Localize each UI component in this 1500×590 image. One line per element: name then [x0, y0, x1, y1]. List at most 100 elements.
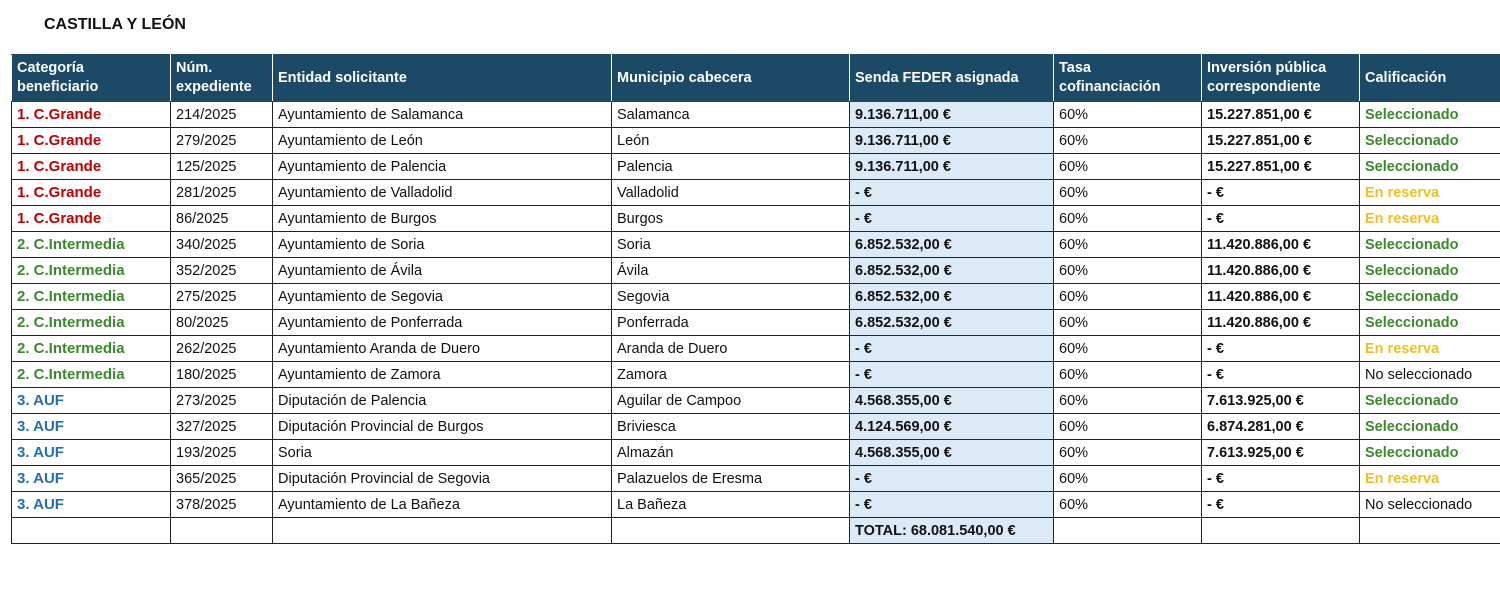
empty-cell [11, 517, 171, 544]
inversion-cell: - € [1201, 491, 1360, 518]
expediente-cell: 273/2025 [170, 387, 273, 414]
categoria-cell: 1. C.Grande [11, 205, 171, 232]
feder-cell: - € [849, 179, 1054, 206]
feder-cell: - € [849, 205, 1054, 232]
entidad-cell: Diputación de Palencia [272, 387, 612, 414]
calificacion-cell: En reserva [1359, 335, 1500, 362]
calificacion-cell: No seleccionado [1359, 361, 1500, 388]
calificacion-cell: Seleccionado [1359, 387, 1500, 414]
expediente-cell: 340/2025 [170, 231, 273, 258]
categoria-cell: 3. AUF [11, 439, 171, 466]
municipio-cell: La Bañeza [611, 491, 850, 518]
entidad-cell: Ayuntamiento de León [272, 127, 612, 154]
inversion-cell: 15.227.851,00 € [1201, 127, 1360, 154]
calificacion-cell: En reserva [1359, 465, 1500, 492]
table-row: 2. C.Intermedia 80/2025 Ayuntamiento de Po… [11, 309, 1500, 336]
expediente-cell: 275/2025 [170, 283, 273, 310]
tasa-cell: 60% [1053, 491, 1202, 518]
table-row: 3. AUF 365/2025 Diputación Provincial de S… [11, 465, 1500, 492]
entidad-cell: Ayuntamiento de Ponferrada [272, 309, 612, 336]
table-row: 3. AUF 193/2025 Soria Almazán 4.568.355,00 €… [11, 439, 1500, 466]
tasa-cell: 60% [1053, 257, 1202, 284]
expediente-cell: 365/2025 [170, 465, 273, 492]
calificacion-cell: Seleccionado [1359, 257, 1500, 284]
table-row: 2. C.Intermedia 262/2025 Ayuntamiento Aran… [11, 335, 1500, 362]
inversion-cell: 7.613.925,00 € [1201, 387, 1360, 414]
entidad-cell: Diputación Provincial de Burgos [272, 413, 612, 440]
calificacion-cell: En reserva [1359, 205, 1500, 232]
empty-cell [272, 517, 612, 544]
feder-cell: 9.136.711,00 € [849, 127, 1054, 154]
expediente-cell: 378/2025 [170, 491, 273, 518]
tasa-cell: 60% [1053, 283, 1202, 310]
categoria-cell: 2. C.Intermedia [11, 231, 171, 258]
table-row: 3. AUF 273/2025 Diputación de Palencia Agui… [11, 387, 1500, 414]
municipio-cell: Segovia [611, 283, 850, 310]
calificacion-cell: En reserva [1359, 179, 1500, 206]
empty-cell [1053, 517, 1202, 544]
empty-cell [170, 517, 273, 544]
table-row: 1. C.Grande 214/2025 Ayuntamiento de Salam… [11, 101, 1500, 128]
feder-cell: 9.136.711,00 € [849, 153, 1054, 180]
tasa-cell: 60% [1053, 465, 1202, 492]
inversion-cell: - € [1201, 335, 1360, 362]
tasa-cell: 60% [1053, 153, 1202, 180]
tasa-cell: 60% [1053, 309, 1202, 336]
calificacion-cell: Seleccionado [1359, 127, 1500, 154]
header-entidad: Entidad solicitante [272, 54, 612, 102]
categoria-cell: 1. C.Grande [11, 127, 171, 154]
expediente-cell: 352/2025 [170, 257, 273, 284]
expediente-cell: 125/2025 [170, 153, 273, 180]
feder-cell: 4.568.355,00 € [849, 439, 1054, 466]
tasa-cell: 60% [1053, 205, 1202, 232]
expediente-cell: 193/2025 [170, 439, 273, 466]
municipio-cell: Zamora [611, 361, 850, 388]
inversion-cell: 15.227.851,00 € [1201, 153, 1360, 180]
table-row: 1. C.Grande 86/2025 Ayuntamiento de Burgos… [11, 205, 1500, 232]
header-categoria: Categoría beneficiario [11, 54, 171, 102]
tasa-cell: 60% [1053, 101, 1202, 128]
categoria-cell: 2. C.Intermedia [11, 309, 171, 336]
calificacion-cell: Seleccionado [1359, 283, 1500, 310]
inversion-cell: 6.874.281,00 € [1201, 413, 1360, 440]
feder-cell: - € [849, 465, 1054, 492]
inversion-cell: 11.420.886,00 € [1201, 231, 1360, 258]
municipio-cell: Palazuelos de Eresma [611, 465, 850, 492]
categoria-cell: 3. AUF [11, 491, 171, 518]
municipio-cell: Palencia [611, 153, 850, 180]
inversion-cell: 15.227.851,00 € [1201, 101, 1360, 128]
categoria-cell: 2. C.Intermedia [11, 283, 171, 310]
calificacion-cell: Seleccionado [1359, 413, 1500, 440]
header-municipio: Municipio cabecera [611, 54, 850, 102]
municipio-cell: Aranda de Duero [611, 335, 850, 362]
inversion-cell: 11.420.886,00 € [1201, 283, 1360, 310]
table-row: 2. C.Intermedia 340/2025 Ayuntamiento de S… [11, 231, 1500, 258]
expediente-cell: 279/2025 [170, 127, 273, 154]
tasa-cell: 60% [1053, 439, 1202, 466]
inversion-cell: - € [1201, 179, 1360, 206]
feder-cell: 6.852.532,00 € [849, 257, 1054, 284]
table-row: 2. C.Intermedia 180/2025 Ayuntamiento de Z… [11, 361, 1500, 388]
tasa-cell: 60% [1053, 231, 1202, 258]
entidad-cell: Ayuntamiento Aranda de Duero [272, 335, 612, 362]
entidad-cell: Diputación Provincial de Segovia [272, 465, 612, 492]
total-value: TOTAL: 68.081.540,00 € [849, 517, 1054, 544]
entidad-cell: Ayuntamiento de Valladolid [272, 179, 612, 206]
empty-cell [611, 517, 850, 544]
municipio-cell: Almazán [611, 439, 850, 466]
table-row: 2. C.Intermedia 352/2025 Ayuntamiento de Á… [11, 257, 1500, 284]
table-row: 2. C.Intermedia 275/2025 Ayuntamiento de S… [11, 283, 1500, 310]
entidad-cell: Ayuntamiento de Zamora [272, 361, 612, 388]
municipio-cell: Aguilar de Campoo [611, 387, 850, 414]
calificacion-cell: Seleccionado [1359, 439, 1500, 466]
tasa-cell: 60% [1053, 335, 1202, 362]
header-expediente: Núm. expediente [170, 54, 273, 102]
expediente-cell: 281/2025 [170, 179, 273, 206]
feder-cell: 9.136.711,00 € [849, 101, 1054, 128]
entidad-cell: Ayuntamiento de Ávila [272, 257, 612, 284]
feder-cell: 6.852.532,00 € [849, 231, 1054, 258]
categoria-cell: 2. C.Intermedia [11, 361, 171, 388]
inversion-cell: - € [1201, 205, 1360, 232]
entidad-cell: Soria [272, 439, 612, 466]
expediente-cell: 80/2025 [170, 309, 273, 336]
